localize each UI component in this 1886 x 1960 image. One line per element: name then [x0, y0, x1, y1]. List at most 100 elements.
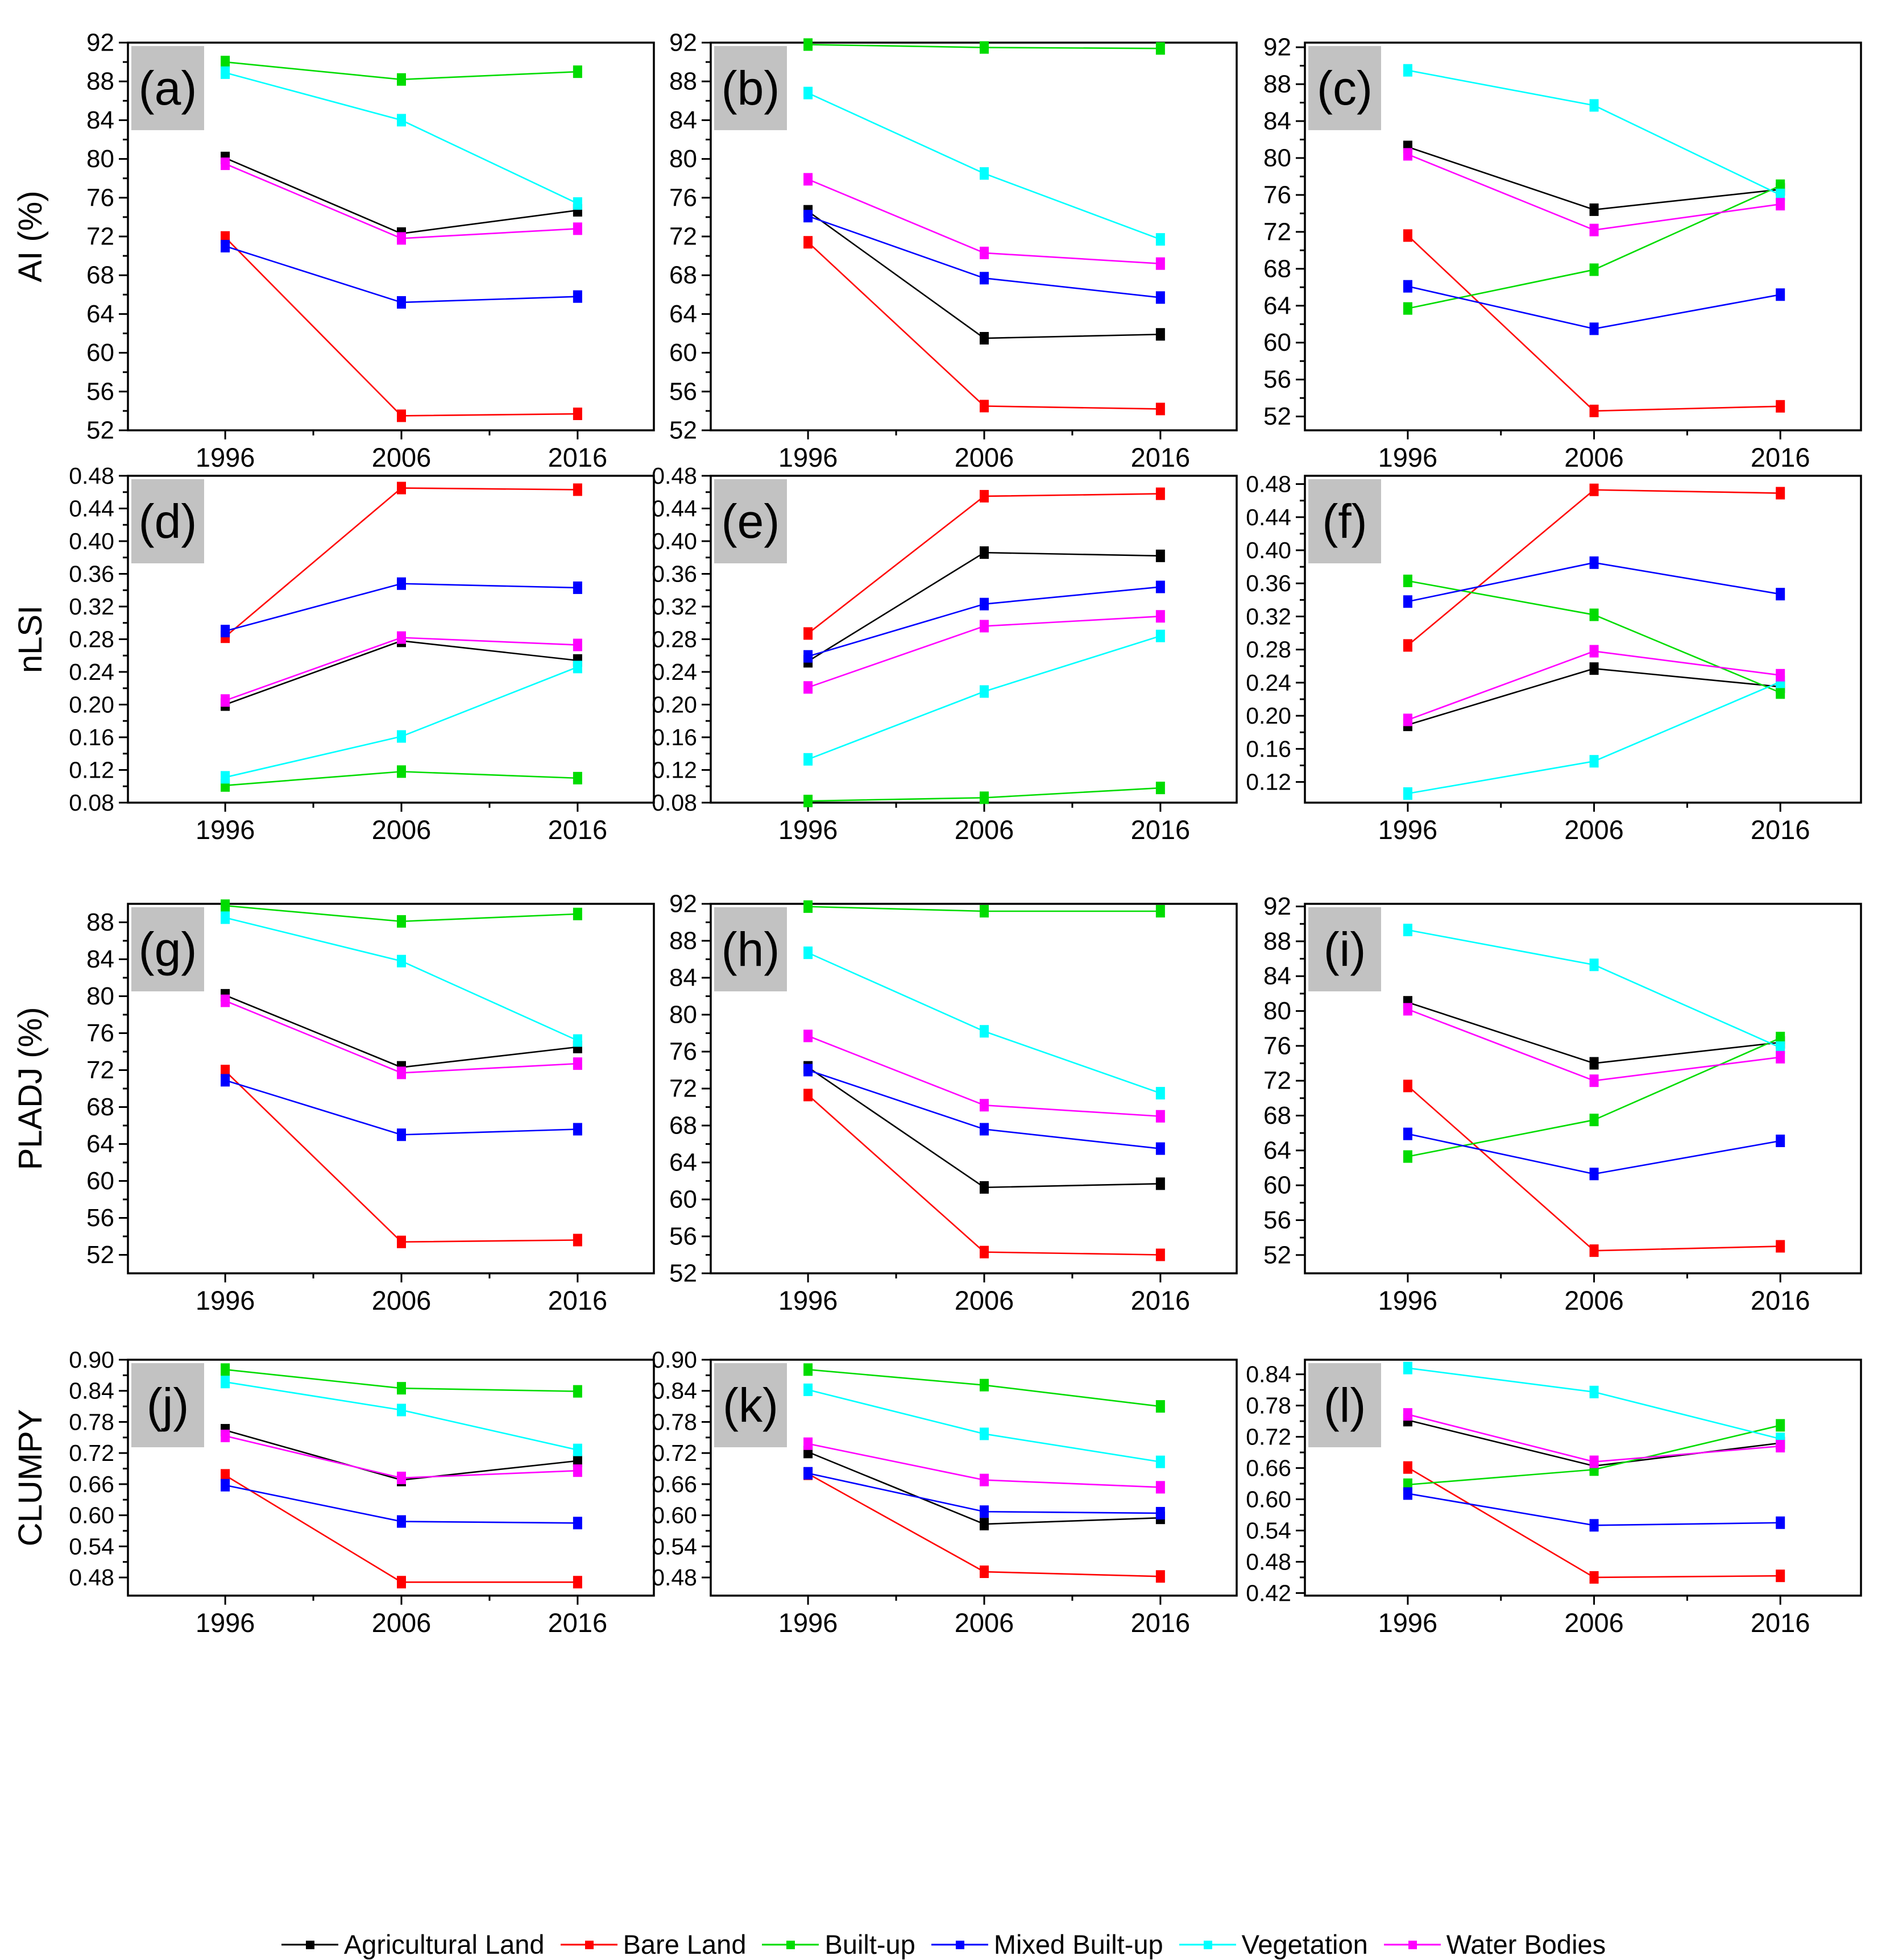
data-point-bare-land	[803, 1089, 813, 1102]
legend-marker-icon	[1179, 1940, 1236, 1949]
y-tick-label: 76	[1263, 181, 1291, 209]
y-tick-label: 0.78	[652, 1409, 697, 1435]
x-tick-label: 2006	[1564, 1285, 1624, 1315]
data-point-bare-land	[980, 1245, 989, 1259]
y-tick-label: 68	[669, 261, 697, 289]
data-point-water-bodies	[397, 1066, 406, 1079]
data-point-built-up	[1403, 1150, 1412, 1163]
data-point-mixed-built-up	[1403, 1127, 1412, 1140]
data-point-water-bodies	[1776, 198, 1785, 211]
data-point-water-bodies	[1589, 1074, 1599, 1087]
y-tick-label: 0.66	[1246, 1455, 1291, 1481]
data-point-bare-land	[1776, 487, 1785, 500]
data-point-built-up	[803, 795, 813, 808]
data-point-agricultural-land	[980, 1181, 989, 1194]
y-tick-label: 84	[86, 106, 114, 134]
y-tick-label: 0.36	[652, 561, 697, 587]
y-tick-label: 88	[1263, 70, 1291, 98]
data-point-vegetation	[1155, 1087, 1165, 1100]
data-point-mixed-built-up	[221, 1074, 230, 1087]
data-point-vegetation	[397, 1403, 406, 1417]
y-tick-label: 0.60	[1246, 1486, 1291, 1513]
panel-tag-label: (k)	[723, 1378, 778, 1432]
data-point-built-up	[1776, 1032, 1785, 1045]
y-tick-label: 80	[86, 982, 114, 1010]
x-tick-label: 2016	[548, 442, 608, 472]
panel-tag-box	[714, 479, 787, 563]
data-point-mixed-built-up	[1403, 1487, 1412, 1500]
y-tick-label: 0.54	[69, 1533, 114, 1559]
data-point-vegetation	[803, 86, 813, 99]
y-tick-label: 0.44	[69, 496, 114, 522]
y-tick-label: 0.44	[1246, 504, 1291, 530]
data-point-water-bodies	[573, 222, 582, 235]
y-tick-label: 0.42	[1246, 1580, 1291, 1606]
y-tick-label: 56	[1263, 1206, 1291, 1234]
y-tick-label: 92	[86, 29, 114, 57]
data-point-mixed-built-up	[1403, 280, 1412, 293]
data-point-built-up	[980, 905, 989, 917]
y-tick-label: 0.12	[1246, 769, 1291, 795]
y-tick-label: 0.78	[1246, 1393, 1291, 1419]
data-point-vegetation	[573, 1443, 582, 1456]
data-point-built-up	[1589, 608, 1599, 621]
y-tick-label: 0.40	[69, 528, 114, 554]
panel-tag-label: (d)	[139, 495, 197, 548]
data-point-bare-land	[1155, 1248, 1165, 1261]
data-point-mixed-built-up	[803, 650, 813, 663]
x-tick-label: 1996	[778, 1608, 838, 1638]
y-tick-label: 0.28	[1246, 637, 1291, 663]
data-point-bare-land	[980, 1565, 989, 1579]
data-point-built-up	[1403, 574, 1412, 587]
data-point-bare-land	[1589, 1571, 1599, 1584]
x-tick-label: 1996	[1378, 815, 1438, 845]
data-point-agricultural-land	[1589, 203, 1599, 216]
data-point-bare-land	[1155, 402, 1165, 416]
data-point-water-bodies	[221, 157, 230, 171]
y-tick-label: 0.60	[652, 1502, 697, 1529]
legend-label: Water Bodies	[1446, 1929, 1606, 1959]
data-point-mixed-built-up	[803, 210, 813, 223]
panel-tag-box	[131, 1363, 204, 1447]
y-tick-label: 76	[669, 1038, 697, 1066]
y-tick-label: 0.32	[1246, 603, 1291, 629]
data-point-water-bodies	[1776, 1050, 1785, 1064]
data-point-agricultural-land	[980, 1518, 989, 1531]
data-point-bare-land	[397, 1576, 406, 1589]
y-axis-title: CLUMPY	[12, 1409, 49, 1547]
data-point-bare-land	[573, 1234, 582, 1247]
y-tick-label: 72	[1263, 218, 1291, 246]
y-tick-label: 64	[669, 1149, 697, 1177]
y-tick-label: 72	[669, 1075, 697, 1103]
data-point-water-bodies	[1155, 1481, 1165, 1494]
x-tick-label: 2006	[955, 442, 1014, 472]
series-line-agricultural-land	[1407, 146, 1781, 211]
y-axis-title: PLADJ (%)	[12, 1007, 49, 1170]
data-point-water-bodies	[1403, 713, 1412, 726]
y-tick-label: 0.12	[69, 757, 114, 783]
data-point-bare-land	[1403, 1461, 1412, 1474]
y-tick-label: 68	[86, 261, 114, 289]
y-tick-label: 92	[669, 29, 697, 57]
data-point-water-bodies	[803, 173, 813, 186]
y-tick-label: 0.48	[69, 463, 114, 489]
data-point-vegetation	[1155, 629, 1165, 642]
panel-l-frame	[1304, 1359, 1862, 1597]
y-tick-label: 84	[1263, 962, 1291, 990]
data-point-mixed-built-up	[1589, 322, 1599, 335]
data-point-water-bodies	[573, 638, 582, 651]
series-line-built-up	[1407, 1037, 1781, 1157]
panel-tag-box	[1308, 46, 1381, 130]
series-line-bare-land	[807, 242, 1160, 410]
data-point-bare-land	[1155, 487, 1165, 500]
x-tick-label: 2006	[372, 815, 432, 845]
data-point-vegetation	[221, 911, 230, 924]
series-line-mixed-built-up	[1407, 285, 1781, 330]
series-line-water-bodies	[1407, 650, 1781, 721]
data-point-mixed-built-up	[573, 1123, 582, 1136]
y-tick-label: 68	[669, 1112, 697, 1140]
data-point-bare-land	[573, 1576, 582, 1589]
legend: Agricultural Land Bare Land Built-up Mixed …	[0, 1929, 1886, 1960]
series-line-agricultural-land	[1407, 667, 1781, 726]
